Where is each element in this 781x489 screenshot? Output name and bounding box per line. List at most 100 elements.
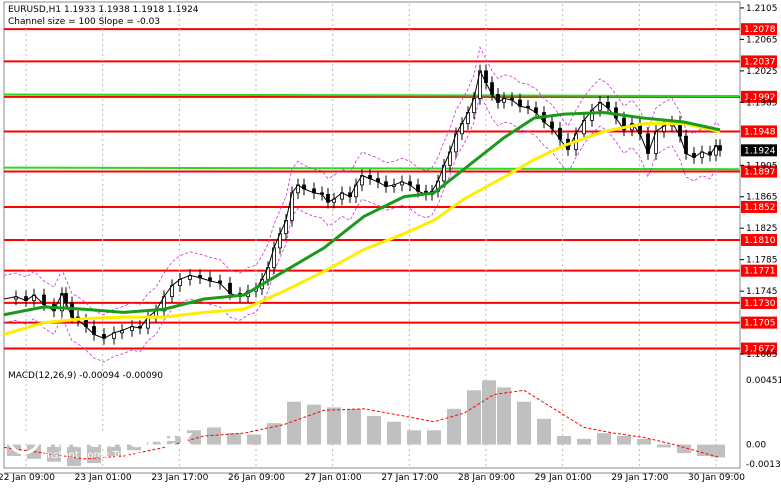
level-label: 1.1672 <box>744 345 776 355</box>
time-axis-labels: 22 Jan 09:00 23 Jan 01:00 23 Jan 17:00 26 J… <box>0 473 745 483</box>
main-plot-frame <box>3 1 741 469</box>
level-label: 1.1948 <box>744 127 776 137</box>
ma-green-line <box>3 111 721 317</box>
level-label-bg <box>741 296 777 309</box>
time-label: 23 Jan 01:00 <box>75 473 132 483</box>
level-label-bg <box>741 165 777 178</box>
level-label: 1.2037 <box>744 57 776 67</box>
macd-histogram-bar <box>427 430 441 445</box>
macd-histogram-bar <box>107 444 121 456</box>
level-label: 1.1992 <box>744 93 776 103</box>
level-label: 1.1897 <box>744 168 776 178</box>
level-label-bg <box>741 200 777 213</box>
macd-tick-label: 0.00451 <box>746 376 781 386</box>
macd-histogram-bar <box>227 433 241 445</box>
macd-histogram-bar <box>467 390 481 445</box>
macd-histogram-bar <box>557 436 571 445</box>
level-label-bg <box>741 23 777 36</box>
price-tick-label: 1.2065 <box>746 35 778 45</box>
macd-histogram-bar <box>537 418 551 445</box>
level-label-bg <box>741 234 777 246</box>
time-label: 30 Jan 09:00 <box>688 473 745 483</box>
channel-header: Channel size = 100 Slope = -0.03 <box>8 17 160 27</box>
price-tick-label: 1.1865 <box>746 193 778 203</box>
price-tick-label: 1.1825 <box>746 224 778 234</box>
macd-histogram-bar <box>127 444 141 451</box>
level-label: 1.1771 <box>744 267 776 277</box>
instaforex-logo: instaforex Instant Forex Trading <box>7 421 194 461</box>
macd-histogram-bar <box>207 427 221 445</box>
time-label: 22 Jan 09:00 <box>0 473 55 483</box>
logo-ring-icon <box>7 421 41 455</box>
time-label: 29 Jan 17:00 <box>611 473 668 483</box>
macd-histogram-bar <box>307 404 321 445</box>
channel-line <box>3 166 740 171</box>
price-tick-label: 1.1985 <box>746 98 778 108</box>
price-tick-label: 1.1905 <box>746 161 778 171</box>
macd-signal-line <box>3 389 721 460</box>
level-label-bg <box>741 342 777 355</box>
price-tick-label: 1.2025 <box>746 67 778 77</box>
macd-histogram-bar <box>637 438 651 445</box>
channel-line <box>3 93 740 98</box>
macd-histogram-bar <box>147 441 161 445</box>
level-label: 1.1852 <box>744 203 776 213</box>
price-axis-labels: 1.20781.20371.19921.19481.18971.18521.18… <box>740 4 781 470</box>
level-label: 1.1810 <box>744 236 776 246</box>
macd-histogram-bar <box>327 407 341 445</box>
time-grid-layer <box>25 4 717 466</box>
macd-tick-label: -0.00136 <box>746 460 781 470</box>
macd-histogram-bar <box>677 444 691 454</box>
macd-histogram-bar <box>657 444 671 448</box>
macd-histogram-bar <box>577 438 591 445</box>
macd-histogram-bar <box>617 436 631 445</box>
level-label: 1.1730 <box>744 299 776 309</box>
macd-histogram-bar <box>597 433 611 445</box>
macd-histogram-bar <box>347 408 361 445</box>
macd-histogram-bar <box>387 421 401 445</box>
macd-histogram-bar <box>482 380 496 445</box>
envelope-upper <box>3 46 721 316</box>
price-tick-label: 1.2105 <box>746 4 778 14</box>
macd-histogram-bar <box>167 436 181 445</box>
level-label: 1.1705 <box>744 319 776 329</box>
macd-label: MACD(12,26,9) -0.00094 -0.00090 <box>8 371 163 381</box>
level-label: 1.2078 <box>744 25 776 35</box>
price-tick-label: 1.1745 <box>746 287 778 297</box>
price-tick-label: 1.1785 <box>746 256 778 266</box>
envelope-lower <box>3 93 721 363</box>
macd-histogram-bar <box>247 434 261 445</box>
logo-name: instaforex <box>44 424 194 454</box>
time-label: 28 Jan 09:00 <box>458 473 515 483</box>
price-tick-label: 1.1665 <box>746 350 778 360</box>
current-price-bg <box>741 144 777 157</box>
level-label-bg <box>741 55 777 68</box>
macd-histogram-bar <box>367 416 381 445</box>
macd-histogram-bar <box>187 430 201 445</box>
level-label-bg <box>741 264 777 277</box>
macd-histogram-bar <box>47 444 61 462</box>
logo-core-icon <box>18 432 30 444</box>
macd-histogram-bar <box>67 444 81 466</box>
time-label: 26 Jan 09:00 <box>228 473 285 483</box>
ma-yellow-line <box>3 122 721 336</box>
macd-histogram-bar <box>407 430 421 445</box>
symbol-header: EURUSD,H1 1.1933 1.1938 1.1918 1.1924 <box>8 5 199 15</box>
macd-histogram-bar <box>287 401 301 445</box>
moving-averages-layer <box>3 111 721 336</box>
macd-histogram-bar <box>497 387 511 445</box>
logo-tagline: Instant Forex Trading <box>44 450 149 461</box>
macd-histogram-bar <box>711 444 725 458</box>
macd-histogram-bar <box>447 408 461 445</box>
levels-layer <box>4 28 740 350</box>
time-label: 27 Jan 01:00 <box>305 473 362 483</box>
level-label-bg <box>741 316 777 329</box>
time-label: 23 Jan 17:00 <box>151 473 208 483</box>
time-label: 27 Jan 17:00 <box>381 473 438 483</box>
level-label-bg <box>741 125 777 138</box>
macd-histogram-bar <box>697 444 711 456</box>
time-label: 29 Jan 01:00 <box>535 473 592 483</box>
macd-tick-label: 0.00 <box>746 441 766 451</box>
